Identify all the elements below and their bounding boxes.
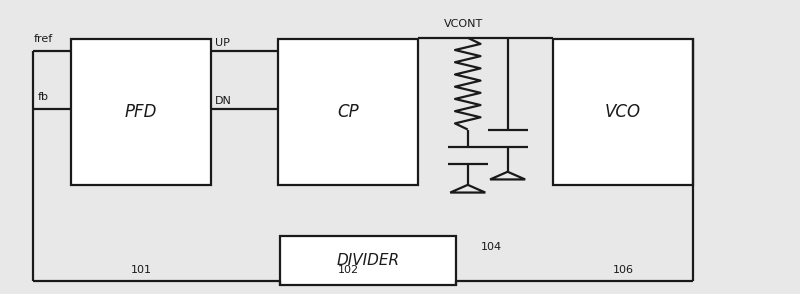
Text: DN: DN — [214, 96, 231, 106]
Text: fb: fb — [38, 92, 48, 102]
Text: 104: 104 — [481, 242, 502, 252]
Text: CP: CP — [338, 103, 359, 121]
Text: VCO: VCO — [605, 103, 642, 121]
Text: 102: 102 — [338, 265, 358, 275]
Text: fref: fref — [34, 34, 53, 44]
Text: 101: 101 — [130, 265, 151, 275]
Text: VCONT: VCONT — [444, 19, 483, 29]
Text: UP: UP — [214, 38, 230, 48]
Bar — [281, 236, 456, 285]
Bar — [554, 39, 693, 185]
Text: 106: 106 — [613, 265, 634, 275]
Bar — [71, 39, 210, 185]
Text: DIVIDER: DIVIDER — [337, 253, 400, 268]
Bar — [278, 39, 418, 185]
Text: PFD: PFD — [125, 103, 157, 121]
